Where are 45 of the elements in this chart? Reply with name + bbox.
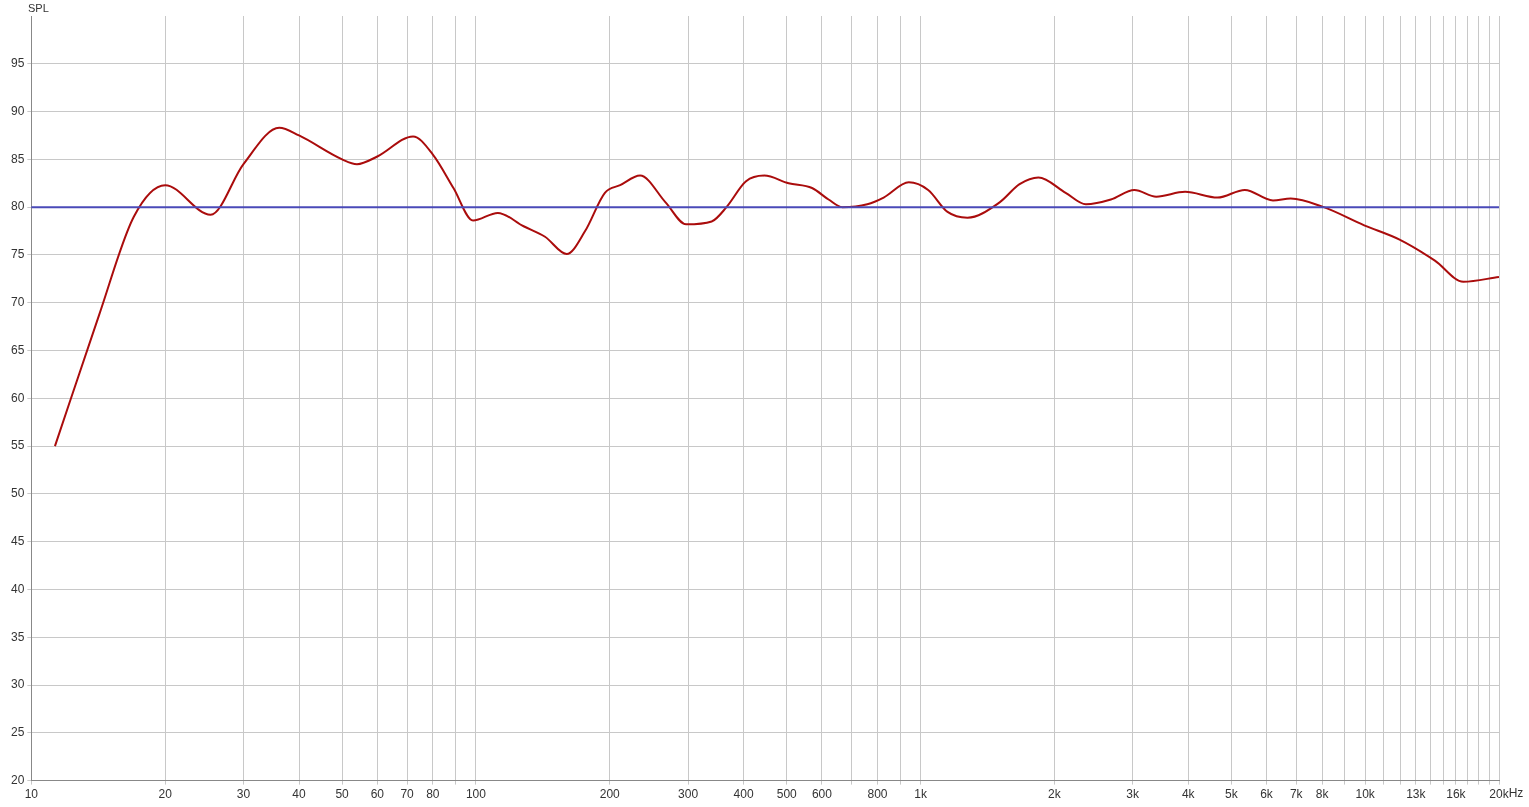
y-tick-label: 65	[10, 342, 25, 357]
x-axis-title: Hz	[1508, 785, 1524, 800]
y-tick-label: 80	[10, 199, 25, 214]
x-tick-label: 50	[335, 787, 350, 802]
x-tick-label: 300	[678, 787, 699, 802]
x-tick-label: 800	[867, 787, 888, 802]
y-tick-label: 90	[10, 103, 25, 118]
x-tick-label: 10k	[1355, 787, 1376, 802]
x-tick-label: 16k	[1446, 787, 1467, 802]
x-tick-label: 10	[24, 787, 39, 802]
x-tick-label: 13k	[1406, 787, 1427, 802]
x-tick-label: 70	[400, 787, 415, 802]
x-tick-label: 20k	[1489, 787, 1510, 802]
x-tick-label: 40	[292, 787, 307, 802]
x-tick-label: 200	[599, 787, 621, 802]
x-tick-label: 2k	[1048, 787, 1062, 802]
x-tick-label: 20	[158, 787, 173, 802]
y-tick-label: 95	[10, 56, 25, 71]
y-tick-label: 25	[10, 725, 25, 740]
x-tick-label: 600	[811, 787, 833, 802]
x-tick-label: 6k	[1260, 787, 1274, 802]
y-tick-label: 55	[10, 438, 25, 453]
x-tick-label: 4k	[1181, 787, 1196, 802]
y-tick-label: 70	[10, 295, 25, 310]
x-tick-label: 7k	[1289, 787, 1304, 802]
x-tick-label: 1k	[914, 787, 928, 802]
y-tick-label: 85	[10, 151, 25, 166]
y-tick-label: 60	[10, 390, 25, 405]
x-tick-label: 3k	[1126, 787, 1141, 802]
y-tick-label: 20	[10, 772, 25, 787]
y-axis-title: SPL	[28, 1, 49, 14]
y-tick-label: 75	[10, 247, 25, 262]
x-tick-label: 400	[733, 787, 754, 802]
y-tick-label: 40	[10, 581, 25, 596]
x-tick-label: 80	[426, 787, 440, 802]
x-tick-label: 8k	[1315, 787, 1330, 802]
y-tick-label: 45	[10, 533, 25, 548]
x-tick-label: 500	[776, 787, 798, 802]
y-tick-label: 30	[10, 677, 25, 692]
y-tick-label: 35	[10, 629, 25, 644]
x-tick-label: 100	[465, 787, 487, 802]
y-tick-label: 50	[10, 486, 25, 501]
x-tick-label: 60	[370, 787, 385, 802]
x-tick-label: 30	[236, 787, 251, 802]
x-tick-label: 5k	[1224, 787, 1239, 802]
